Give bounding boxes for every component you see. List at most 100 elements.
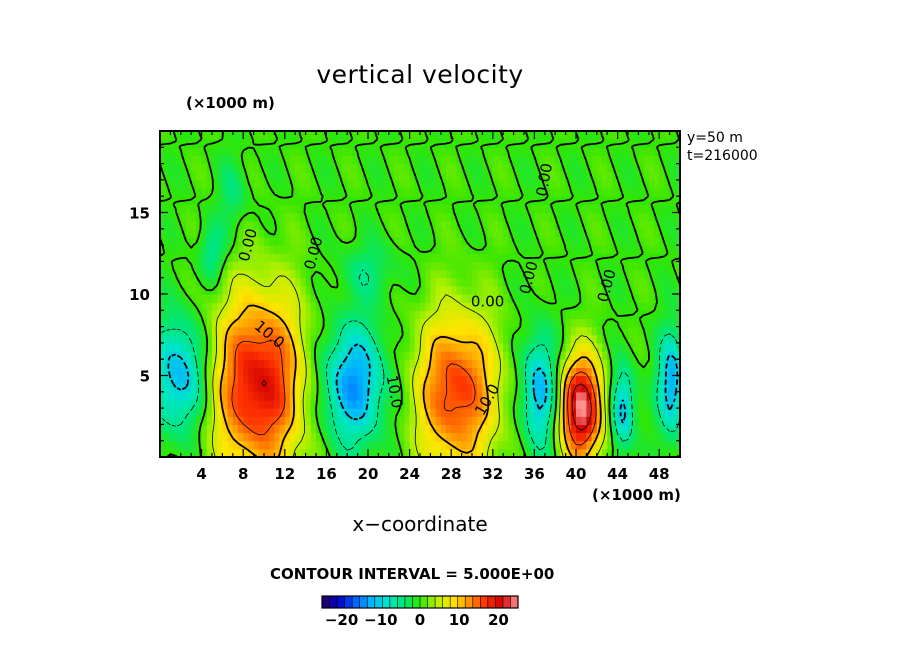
heatmap-cell [550,269,556,279]
heatmap-cell [258,179,265,189]
heatmap-cell [165,448,171,457]
heatmap-cell [550,391,556,401]
heatmap-cell [399,424,405,434]
heatmap-cell [659,163,665,173]
heatmap-cell [596,440,603,450]
heatmap-cell [576,432,582,442]
heatmap-cell [440,440,447,450]
heatmap-cell [342,228,348,238]
heatmap-cell [466,318,473,328]
heatmap-cell [326,399,333,409]
heatmap-cell [581,351,587,360]
heatmap-cell [539,245,546,254]
heatmap-cell [648,326,655,336]
heatmap-cell [581,391,587,401]
heatmap-cell [628,236,634,246]
heatmap-cell [477,285,483,295]
heatmap-cell [617,310,624,320]
heatmap-cell [347,391,353,401]
heatmap-cell [342,171,348,181]
heatmap-cell [440,432,447,442]
heatmap-cell [253,163,260,173]
heatmap-cell [160,277,166,287]
heatmap-cell [534,359,541,368]
heatmap-cell [664,285,671,295]
heatmap-cell [456,399,463,409]
heatmap-cell [394,408,400,417]
heatmap-cell [544,334,551,344]
heatmap-cell [643,277,650,287]
heatmap-cell [394,399,400,409]
heatmap-cell [539,359,546,368]
heatmap-cell [430,326,437,336]
heatmap-cell [446,318,452,328]
heatmap-cell [394,285,400,295]
heatmap-cell [238,155,244,165]
heatmap-cell [534,367,541,377]
heatmap-cell [435,310,442,320]
heatmap-cell [498,391,504,401]
heatmap-cell [232,147,239,157]
heatmap-cell [674,171,680,181]
heatmap-cell [477,294,483,303]
heatmap-cell [435,408,442,417]
heatmap-cell [217,147,223,157]
heatmap-cell [435,147,442,157]
heatmap-cell [420,212,426,222]
heatmap-cell [378,416,385,425]
heatmap-cell [560,448,567,457]
heatmap-cell [305,261,312,271]
heatmap-cell [212,416,218,425]
heatmap-cell [274,220,281,230]
heatmap-cell [503,236,509,246]
heatmap-cell [186,212,192,222]
heatmap-cell [191,351,197,360]
heatmap-cell [243,277,249,287]
heatmap-cell [565,228,572,238]
heatmap-cell [279,171,286,181]
heatmap-cell [570,375,577,385]
heatmap-cell [482,408,489,417]
heatmap-cell [487,310,494,320]
heatmap-cell [633,220,639,230]
heatmap-cell [602,269,608,279]
heatmap-cell [628,351,634,360]
heatmap-cell [477,163,483,173]
heatmap-cell [404,391,411,401]
heatmap-cell [430,261,437,271]
heatmap-cell [227,163,234,173]
heatmap-cell [440,367,447,377]
heatmap-cell [253,171,260,181]
heatmap-cell [336,375,343,385]
heatmap-cell [446,440,452,450]
heatmap-cell [399,302,405,311]
heatmap-cell [638,236,645,246]
heatmap-cell [331,351,338,360]
heatmap-cell [544,375,551,385]
heatmap-cell [212,196,218,205]
heatmap-cell [175,318,182,328]
heatmap-cell [368,391,374,401]
heatmap-cell [659,302,665,311]
heatmap-cell [477,212,483,222]
heatmap-cell [617,171,624,181]
heatmap-cell [227,139,234,148]
heatmap-cell [253,408,260,417]
heatmap-cell [638,155,645,165]
heatmap-cell [378,285,385,295]
heatmap-cell [513,351,520,360]
heatmap-cell [492,131,499,140]
heatmap-cell [347,212,353,222]
heatmap-cell [342,375,348,385]
heatmap-cell [357,432,364,442]
heatmap-cell [357,245,364,254]
heatmap-cell [274,367,281,377]
heatmap-cell [399,351,405,360]
heatmap-cell [550,351,556,360]
heatmap-cell [648,334,655,344]
heatmap-cell [222,326,229,336]
heatmap-cell [383,448,390,457]
heatmap-cell [279,342,286,352]
heatmap-cell [472,179,478,189]
heatmap-cell [482,228,489,238]
